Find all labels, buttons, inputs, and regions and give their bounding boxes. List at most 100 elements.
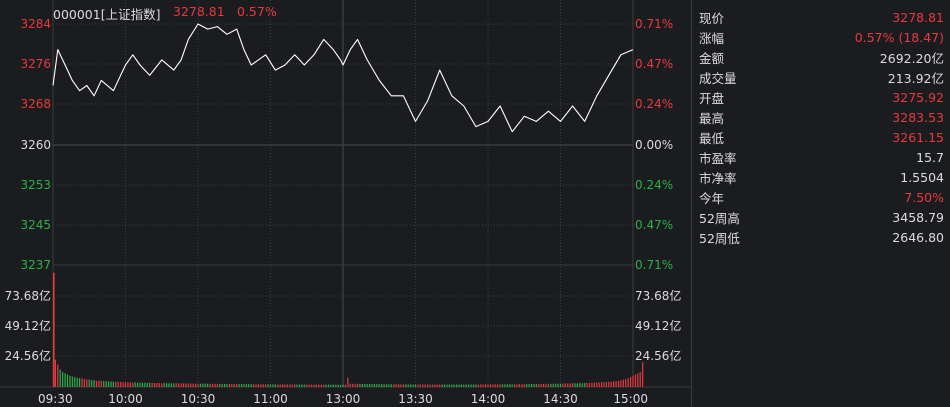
volume-bar — [342, 384, 344, 387]
volume-bar — [535, 384, 537, 387]
volume-bar — [405, 384, 407, 387]
volume-bar — [170, 383, 173, 387]
volume-bar — [57, 364, 59, 387]
volume-bar — [629, 377, 632, 387]
volume-bar — [603, 382, 605, 387]
volume-bar — [158, 383, 160, 387]
quote-row: 最高 3283.53 — [699, 107, 944, 127]
chart-canvas[interactable]: 3284 0.71% 3276 0.47% 3268 0.24% 3260 0.00% 3253… — [0, 0, 690, 407]
volume-bar — [175, 383, 177, 387]
volume-tick-right: 24.56亿 — [635, 348, 681, 363]
volume-tick-left: 24.56亿 — [5, 348, 51, 363]
x-tick: 11:00 — [253, 392, 288, 406]
volume-bar — [250, 384, 252, 387]
volume-bar — [178, 383, 180, 387]
volume-bar — [615, 381, 617, 387]
volume-bar — [120, 382, 122, 387]
quote-label: 今年 — [699, 190, 725, 206]
volume-bar — [238, 384, 240, 387]
volume-bar — [439, 384, 441, 387]
volume-bar — [192, 383, 194, 387]
quote-label: 最高 — [699, 110, 725, 126]
volume-bar — [182, 383, 185, 387]
volume-bar — [269, 384, 272, 387]
volume-bar — [308, 384, 310, 387]
volume-tick-left: 49.12亿 — [5, 318, 51, 333]
volume-bar — [122, 382, 124, 387]
volume-bar — [284, 384, 286, 387]
y-tick-right: 0.00% — [635, 138, 673, 152]
volume-tick-right: 49.12亿 — [635, 318, 681, 333]
intraday-chart[interactable]: 000001[上证指数] 3278.81 0.57% 3284 0.71% 3276… — [0, 0, 690, 407]
volume-bar — [95, 380, 98, 387]
y-tick-right: 0.24% — [635, 97, 673, 111]
volume-bar — [639, 372, 641, 387]
volume-bar — [361, 384, 363, 387]
volume-bar — [518, 384, 521, 387]
volume-bar — [526, 384, 528, 387]
volume-bar — [347, 377, 349, 387]
volume-bar — [214, 383, 216, 387]
volume-bar — [279, 384, 281, 387]
quote-value: 2692.20亿 — [879, 50, 944, 66]
y-tick-left: 3276 — [20, 57, 51, 71]
volume-bar — [557, 383, 559, 387]
volume-bar — [267, 384, 269, 387]
volume-bar — [209, 383, 211, 387]
quote-value: 3283.53 — [892, 109, 944, 125]
quote-label: 开盘 — [699, 90, 725, 106]
volume-bar — [545, 383, 547, 387]
volume-bar — [521, 384, 523, 387]
volume-bar — [366, 384, 368, 387]
volume-bar — [441, 384, 443, 387]
volume-bar — [129, 382, 131, 387]
volume-bar — [168, 383, 170, 387]
volume-bar — [511, 384, 513, 387]
volume-bar — [173, 383, 175, 387]
volume-bar — [448, 384, 450, 387]
volume-bar — [86, 379, 88, 387]
volume-bar — [228, 384, 231, 387]
quote-label: 最低 — [699, 130, 725, 146]
y-tick-left: 3245 — [20, 218, 51, 232]
volume-bar — [516, 384, 518, 387]
volume-bar — [180, 383, 182, 387]
volume-bar — [327, 384, 330, 387]
volume-bar — [281, 384, 284, 387]
quote-label: 市净率 — [699, 170, 737, 186]
volume-bar — [76, 377, 78, 387]
x-tick: 13:00 — [326, 392, 361, 406]
volume-bar — [610, 381, 612, 387]
volume-bar — [141, 382, 144, 387]
quote-label: 涨幅 — [699, 30, 725, 46]
volume-bar — [204, 383, 206, 387]
volume-bar — [252, 384, 255, 387]
volume-bar — [356, 383, 359, 387]
volume-bar — [562, 383, 564, 387]
quote-value: 2646.80 — [892, 229, 944, 245]
volume-bar — [497, 384, 499, 387]
volume-bar — [190, 383, 192, 387]
volume-bar — [124, 382, 127, 387]
volume-bar — [93, 380, 95, 387]
volume-tick-right: 73.68亿 — [635, 288, 681, 303]
volume-bar — [315, 384, 318, 387]
volume-bar — [632, 375, 634, 387]
volume-bar — [600, 382, 603, 387]
volume-bar — [419, 384, 421, 387]
volume-bar — [608, 381, 610, 387]
quote-row: 最低 3261.15 — [699, 127, 944, 147]
quote-value: 1.5504 — [900, 169, 944, 185]
volume-bar — [257, 384, 260, 387]
quote-value: 7.50% — [904, 189, 944, 205]
volume-bar — [83, 378, 86, 387]
volume-bar — [579, 383, 581, 387]
y-tick-right: 0.24% — [635, 178, 673, 192]
volume-bar — [552, 383, 554, 387]
volume-bar — [407, 384, 409, 387]
volume-bar — [576, 383, 579, 387]
volume-bar — [480, 384, 482, 387]
volume-bar — [593, 382, 595, 387]
volume-bar — [586, 382, 588, 387]
volume-bar — [277, 384, 279, 387]
